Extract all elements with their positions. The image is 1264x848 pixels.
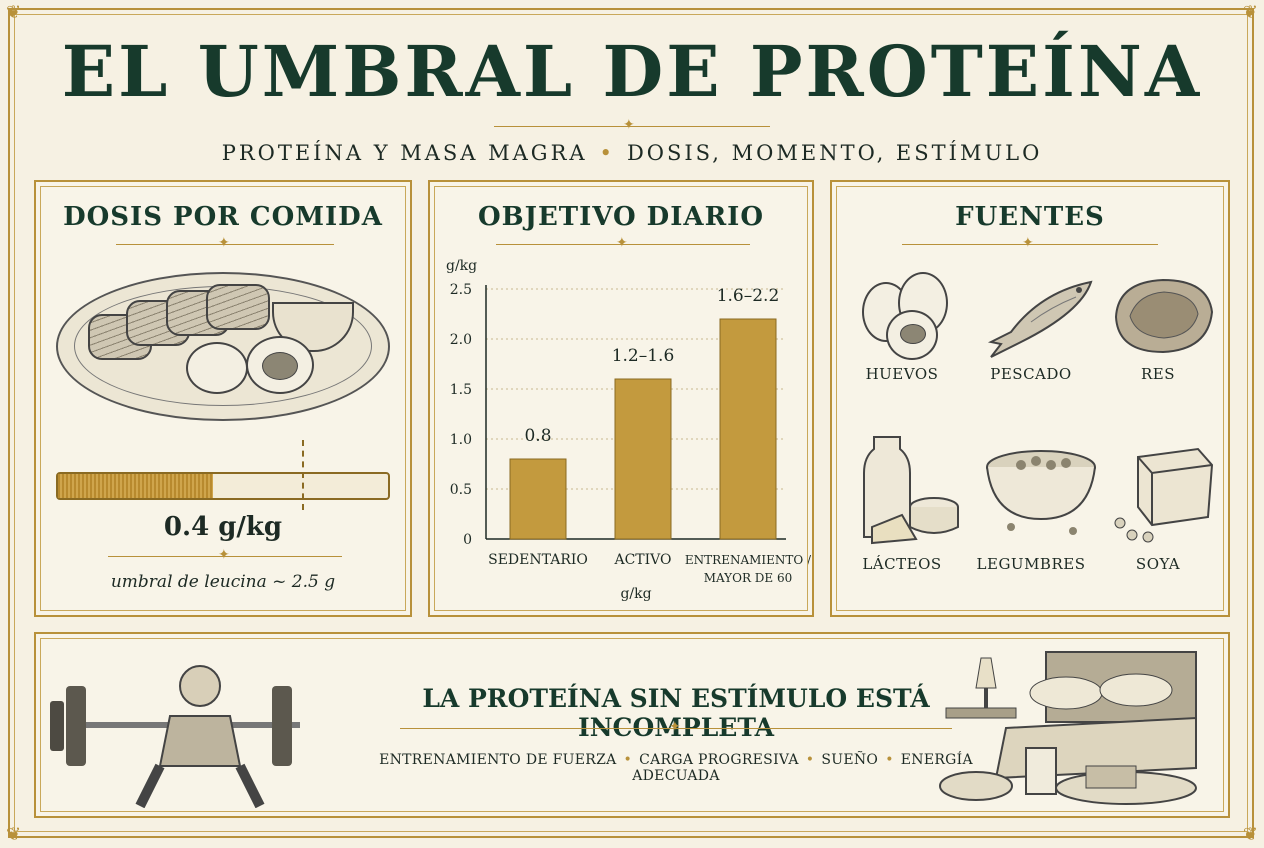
banner-item: ENERGÍA ADECUADA xyxy=(632,752,973,784)
bar xyxy=(614,378,672,540)
data-label: 1.6–2.2 xyxy=(717,286,780,306)
banner-title: LA PROTEÍNA SIN ESTÍMULO ESTÁ INCOMPLETA xyxy=(422,684,930,742)
title-divider xyxy=(494,126,770,127)
x-tick-label: ENTRENAMIENTO / xyxy=(685,553,812,567)
food-label: SOYA xyxy=(1135,555,1181,573)
y-tick-label: 2.0 xyxy=(450,332,472,348)
weightlifter-illustration-icon xyxy=(50,646,336,809)
food-item: SOYA xyxy=(1096,427,1220,573)
legumes-icon xyxy=(981,427,1096,547)
banner-item: ENTRENAMIENTO DE FUERZA xyxy=(379,752,617,768)
bar xyxy=(509,458,567,540)
banner-items: ENTRENAMIENTO DE FUERZA • CARGA PROGRESIVA… xyxy=(356,752,996,784)
fleuron-icon: ✦ xyxy=(623,117,635,133)
daily-protein-chart: g/kg 0 0.5 1.0 1.5 2.0 2.5 0.8 SEDENTARIO 1.2–1.6… xyxy=(446,258,812,602)
panel-sources: FUENTES ✦ HUEVOS PESCADO RES xyxy=(830,180,1230,617)
corner-ornament-icon: ❦ xyxy=(1242,824,1258,845)
fish-icon xyxy=(981,272,1093,358)
panel-daily-title: OBJETIVO DIARIO xyxy=(478,202,764,232)
fleuron-icon: ✦ xyxy=(616,235,628,251)
threshold-marker xyxy=(302,440,304,510)
food-label: LEGUMBRES xyxy=(976,555,1086,573)
panel-sources-title: FUENTES xyxy=(955,202,1105,232)
subtitle-right: DOSIS, MOMENTO, ESTÍMULO xyxy=(626,141,1043,165)
food-label: PESCADO xyxy=(990,365,1072,383)
corner-ornament-icon: ❦ xyxy=(1242,2,1258,23)
panel-divider xyxy=(108,556,342,557)
corner-ornament-icon: ❦ xyxy=(6,2,22,23)
bullet-icon: • xyxy=(885,752,894,768)
y-axis-label: g/kg xyxy=(446,258,477,274)
fleuron-icon: ✦ xyxy=(1022,235,1034,251)
food-item: HUEVOS xyxy=(840,272,964,383)
plate-illustration-icon xyxy=(56,272,390,421)
dose-value: 0.4 g/kg xyxy=(163,512,283,542)
y-tick-label: 1.0 xyxy=(450,432,472,448)
bedroom-meal-illustration-icon xyxy=(936,648,1206,808)
banner-divider xyxy=(400,728,952,729)
dairy-icon xyxy=(852,427,959,547)
food-item: PESCADO xyxy=(966,272,1096,383)
x-tick-label: MAYOR DE 60 xyxy=(704,571,793,585)
food-item: RES xyxy=(1096,272,1220,383)
y-tick-label: 0.5 xyxy=(450,482,472,498)
panel-divider xyxy=(496,244,750,245)
x-tick-label: SEDENTARIO xyxy=(488,552,588,568)
banner-item: CARGA PROGRESIVA xyxy=(639,752,799,768)
banner-item: SUEÑO xyxy=(821,752,879,768)
food-label: HUEVOS xyxy=(865,365,939,383)
food-item: LEGUMBRES xyxy=(966,427,1096,573)
inner-frame xyxy=(14,14,1248,832)
y-tick-label: 2.5 xyxy=(450,282,472,298)
tofu-icon xyxy=(1108,427,1214,547)
bar xyxy=(719,318,777,540)
panel-divider xyxy=(116,244,334,245)
dose-progress-fill xyxy=(58,474,214,498)
page-title: EL UMBRAL DE PROTEÍNA xyxy=(61,30,1203,113)
food-label: LÁCTEOS xyxy=(862,555,942,573)
fleuron-icon: ✦ xyxy=(218,547,230,563)
y-tick-label: 0 xyxy=(463,532,472,548)
data-label: 0.8 xyxy=(524,426,551,446)
dose-progress-bar xyxy=(56,472,390,500)
bullet-icon: • xyxy=(599,141,615,165)
outer-frame xyxy=(8,8,1254,838)
panel-dose-title: DOSIS POR COMIDA xyxy=(63,202,383,232)
leucine-note: umbral de leucina ~ 2.5 g xyxy=(110,572,336,592)
x-axis-label: g/kg xyxy=(620,586,651,602)
bullet-icon: • xyxy=(805,752,815,768)
y-tick-label: 1.5 xyxy=(450,382,472,398)
data-label: 1.2–1.6 xyxy=(612,346,675,366)
panel-dose: DOSIS POR COMIDA ✦ 0.4 g/kg ✦ umbral de … xyxy=(34,180,412,617)
fleuron-icon: ✦ xyxy=(218,235,230,251)
panel-divider xyxy=(902,244,1158,245)
eggs-icon xyxy=(852,272,952,360)
banner-panel: LA PROTEÍNA SIN ESTÍMULO ESTÁ INCOMPLETA… xyxy=(34,632,1230,818)
steak-icon xyxy=(1108,272,1214,357)
subtitle-left: PROTEÍNA Y MASA MAGRA xyxy=(221,141,588,165)
corner-ornament-icon: ❦ xyxy=(6,824,22,845)
food-label: RES xyxy=(1140,365,1176,383)
page-subtitle: PROTEÍNA Y MASA MAGRA • DOSIS, MOMENTO, ES… xyxy=(0,141,1264,165)
bullet-icon: • xyxy=(623,752,633,768)
fleuron-icon: ✦ xyxy=(669,719,681,735)
x-tick-label: ACTIVO xyxy=(613,552,671,568)
panel-daily: OBJETIVO DIARIO ✦ g/kg 0 0.5 1.0 1.5 2.0 2.5 0.… xyxy=(428,180,814,617)
food-item: LÁCTEOS xyxy=(840,427,964,573)
